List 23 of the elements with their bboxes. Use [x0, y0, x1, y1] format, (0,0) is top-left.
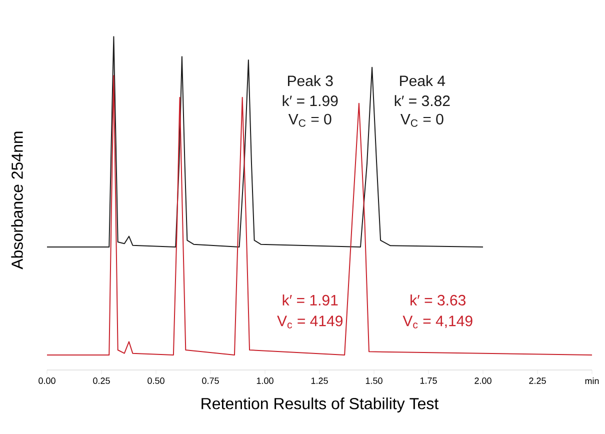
x-tick-label: 1.50: [366, 378, 382, 384]
annotation: k′ = 3.63: [410, 294, 466, 306]
x-tick-label: 2.25: [529, 378, 546, 384]
annotation: k′ = 1.99: [282, 95, 338, 106]
x-tick-label: min: [585, 378, 599, 384]
annotation: V$_{c}$ = 4,149: [402, 316, 472, 328]
annotation: V$_{C}$ = 0: [288, 114, 332, 127]
x-tick-label: 0.75: [202, 378, 219, 384]
x-tick-label: 2.00: [474, 378, 492, 384]
x-axis-title: Retention Results of Stability Test: [202, 398, 439, 412]
x-tick-label: 1.25: [311, 378, 328, 384]
annotation: k′ = 1.91: [282, 294, 338, 306]
y-axis-title: Absorbance 254nm: [11, 132, 23, 270]
annotation: V$_{C}$ = 0: [400, 114, 444, 127]
annotation: V$_{c}$ = 4149: [277, 316, 342, 328]
x-tick-label: 1.75: [420, 378, 437, 384]
x-tick-label: 0.25: [93, 378, 110, 384]
x-tick-label: 0.00: [38, 378, 56, 384]
annotation: Peak 3: [288, 75, 333, 86]
x-tick-label: 1.00: [256, 378, 274, 384]
annotation: k′ = 3.82: [394, 95, 450, 106]
x-tick-label: 0.50: [148, 378, 164, 384]
annotation: Peak 4: [400, 75, 446, 86]
